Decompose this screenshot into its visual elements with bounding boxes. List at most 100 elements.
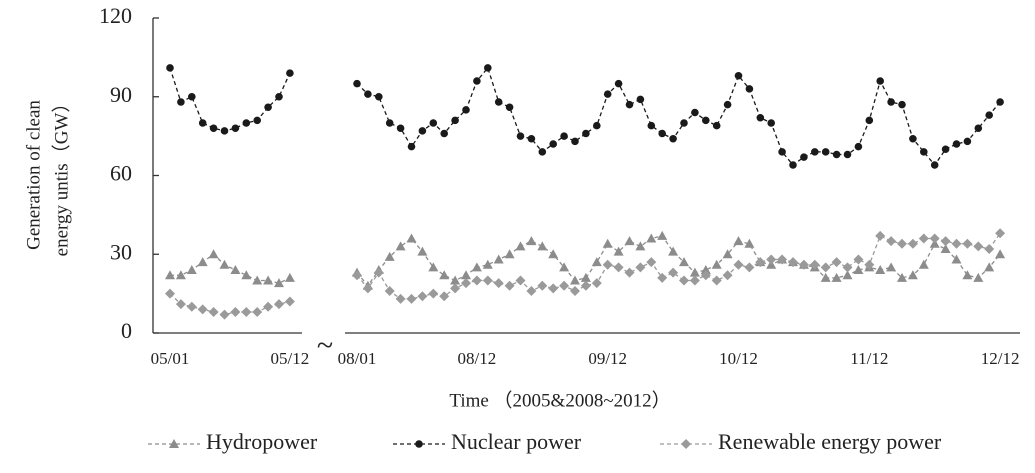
data-point xyxy=(722,270,733,281)
data-point xyxy=(264,103,272,112)
data-point xyxy=(395,241,406,251)
data-point xyxy=(755,257,766,268)
x-tick-label: 09/12 xyxy=(588,349,627,368)
legend-marker xyxy=(415,440,423,448)
data-point xyxy=(995,228,1006,239)
data-point xyxy=(274,299,284,310)
data-point xyxy=(744,238,755,248)
data-point xyxy=(241,270,252,280)
data-point xyxy=(263,301,274,312)
data-point xyxy=(570,286,580,296)
data-point xyxy=(831,257,842,268)
data-point xyxy=(613,262,624,273)
data-point xyxy=(198,119,207,127)
data-point xyxy=(886,236,897,247)
data-point xyxy=(537,280,548,291)
data-point xyxy=(428,288,439,299)
data-point xyxy=(197,257,208,267)
data-point xyxy=(723,100,732,109)
data-point xyxy=(538,148,547,156)
data-point xyxy=(263,275,274,285)
data-point xyxy=(602,259,613,270)
y-tick-label: 120 xyxy=(99,3,132,28)
x-tick-label: 11/12 xyxy=(850,349,888,368)
data-point xyxy=(385,119,394,127)
data-point xyxy=(864,259,875,270)
data-point xyxy=(985,111,993,119)
data-point xyxy=(284,296,295,307)
data-point xyxy=(505,103,514,112)
data-point xyxy=(230,265,241,274)
data-point xyxy=(886,262,897,272)
data-point xyxy=(722,249,733,259)
data-point xyxy=(778,148,786,156)
data-point xyxy=(252,275,263,285)
legend-label: Renewable energy power xyxy=(718,429,942,454)
data-point xyxy=(186,265,197,274)
data-point xyxy=(625,100,634,109)
data-point xyxy=(461,270,471,280)
x-axis-label: Time （2005&2008~2012） xyxy=(449,389,670,411)
data-point xyxy=(624,236,635,246)
data-point xyxy=(286,69,294,77)
data-point xyxy=(417,291,428,302)
data-point xyxy=(657,230,668,240)
data-point xyxy=(407,142,416,151)
data-point xyxy=(941,145,950,154)
data-point xyxy=(898,100,906,109)
data-point xyxy=(526,236,537,246)
data-point xyxy=(952,140,961,148)
data-point xyxy=(962,270,973,280)
data-point xyxy=(166,64,174,72)
data-point xyxy=(875,230,886,241)
data-point xyxy=(482,259,493,269)
data-point xyxy=(593,121,601,130)
data-point xyxy=(756,113,765,122)
data-point xyxy=(809,259,820,270)
data-point xyxy=(188,92,196,101)
data-point xyxy=(219,259,230,269)
data-point xyxy=(406,293,417,304)
data-point xyxy=(603,90,612,98)
data-point xyxy=(646,233,657,243)
data-point xyxy=(733,236,744,246)
y-tick-label: 90 xyxy=(110,82,132,107)
data-point xyxy=(177,98,185,106)
data-point xyxy=(375,92,383,101)
data-point xyxy=(668,246,679,256)
data-point xyxy=(384,251,395,261)
x-tick-label: 12/12 xyxy=(981,349,1020,368)
data-point xyxy=(602,238,613,248)
data-point xyxy=(353,79,361,88)
data-point xyxy=(471,275,482,286)
data-point xyxy=(843,150,852,159)
data-point xyxy=(450,283,461,294)
data-point xyxy=(669,134,677,143)
data-point xyxy=(580,272,591,282)
legend-label: Hydropower xyxy=(206,429,318,454)
data-point xyxy=(571,137,579,146)
data-point xyxy=(691,108,699,117)
data-point xyxy=(484,64,492,72)
data-point xyxy=(973,241,984,252)
data-point xyxy=(712,121,721,130)
data-point xyxy=(689,267,700,277)
data-point xyxy=(865,116,874,125)
data-point xyxy=(582,129,590,138)
data-point xyxy=(417,246,428,256)
x-tick-label: 10/12 xyxy=(719,349,758,368)
data-point xyxy=(209,124,218,133)
data-point xyxy=(504,280,515,291)
data-point xyxy=(175,270,186,280)
data-point xyxy=(940,236,951,247)
axis-break: ~ xyxy=(317,329,333,362)
legend-marker xyxy=(681,439,691,449)
data-point xyxy=(984,244,995,254)
data-point xyxy=(918,259,929,269)
data-point xyxy=(473,77,481,85)
data-point xyxy=(241,307,252,317)
data-point xyxy=(208,249,219,259)
data-point xyxy=(570,275,580,285)
data-point xyxy=(384,286,395,296)
data-point xyxy=(362,283,373,294)
